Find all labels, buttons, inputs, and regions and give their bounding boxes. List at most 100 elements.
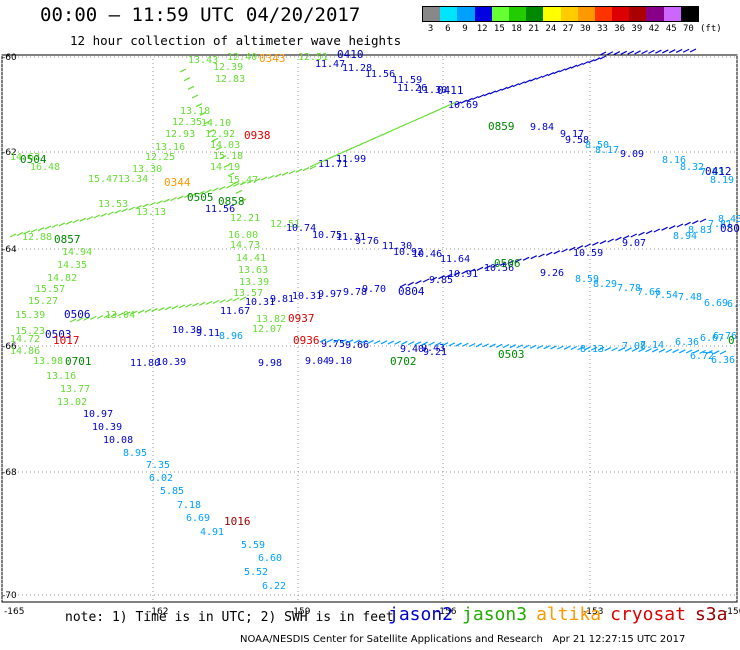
pass-time-label: 0505 [187, 191, 214, 204]
track-tick [205, 300, 213, 305]
track-tick [425, 112, 432, 117]
track-tick [599, 51, 607, 56]
swh-observation: 8.16 [662, 155, 686, 166]
track-tick [706, 350, 713, 355]
pass-time-label: 0412 [705, 165, 732, 178]
track-tick [142, 203, 149, 208]
track-tick [219, 299, 226, 304]
track-tick [227, 172, 235, 177]
swh-observation: 10.91 [448, 269, 478, 280]
swh-observation: 6.89 [727, 299, 740, 310]
track-tick [679, 349, 686, 354]
track-tick [501, 86, 508, 91]
wave-height-color-scale: 3 6 9 12 15 18 21 24 27 30 33 36 39 42 45 70 (ft) [422, 6, 722, 34]
lon-tick-label: -162 [148, 607, 168, 617]
track-tick [438, 275, 445, 280]
track-tick [346, 147, 353, 152]
track-tick [634, 50, 641, 55]
track-tick [547, 72, 555, 77]
footnote: note: 1) Time is in UTC; 2) SWH is in fe… [65, 610, 394, 625]
color-scale-label: 45 [665, 24, 677, 34]
track-tick [460, 99, 468, 104]
swh-observation: 16.00 [228, 230, 258, 241]
swh-observation: 15.47 [88, 174, 118, 185]
track-tick [407, 341, 415, 346]
track-tick [158, 307, 165, 312]
lon-tick-label: -165 [4, 607, 24, 617]
swh-observation: 10.46 [412, 249, 442, 260]
track-tick [215, 146, 223, 151]
track-tick [466, 97, 473, 102]
swh-observation: 9.11 [196, 328, 220, 339]
swh-observation: 13.16 [155, 142, 185, 153]
track-tick [346, 339, 354, 344]
lon-tick-label: -156 [436, 607, 457, 617]
track-tick [117, 312, 124, 317]
swh-observation: 9.43 [421, 343, 445, 354]
track-tick [543, 345, 550, 350]
track-tick [615, 236, 622, 241]
track-tick [597, 346, 605, 351]
track-tick [333, 338, 340, 343]
track-tick [128, 206, 135, 211]
track-tick [373, 340, 381, 345]
swh-observation: 9.07 [622, 238, 646, 249]
page-title: 00:00 – 11:59 UTC 04/20/2017 [40, 4, 361, 26]
swh-observation: 7.66 [637, 287, 661, 298]
track-tick [219, 155, 227, 160]
swh-observation: 6.36 [711, 355, 735, 366]
track-tick [672, 349, 679, 354]
swh-observation: 13.02 [57, 397, 87, 408]
track-tick [340, 339, 347, 344]
pass-time-label: 0857 [54, 233, 81, 246]
color-scale-label: 70 [682, 24, 694, 34]
track-tick [428, 341, 435, 346]
color-swatch [612, 7, 630, 21]
color-swatch [663, 7, 681, 21]
swh-observation: 14.63 [10, 152, 40, 163]
lon-tick-label: -159 [290, 607, 311, 617]
track-tick [79, 217, 87, 222]
track-tick [443, 104, 451, 109]
swh-observation: 14.72 [10, 334, 40, 345]
track-tick [156, 200, 163, 205]
swh-observation: 7.35 [146, 460, 170, 471]
pass-time-label: 0804 [398, 285, 425, 298]
track-tick [401, 123, 408, 128]
track-tick [360, 339, 367, 344]
track-tick [545, 251, 553, 256]
pass-time-label: 0503 [498, 348, 525, 361]
swh-observation: 7.83 [700, 167, 724, 178]
swh-observation: 9.84 [530, 122, 554, 133]
track-tick [96, 314, 104, 320]
track-tick [496, 343, 503, 348]
track-tick [107, 211, 114, 216]
track-tick [387, 340, 395, 345]
track-tick [530, 255, 538, 260]
pass-time-label: 0506 [64, 308, 91, 321]
lat-tick-label: -70 [2, 591, 17, 601]
swh-observation: 8.96 [219, 331, 243, 342]
swh-observation: 11.59 [392, 75, 422, 86]
track-tick [185, 303, 192, 308]
color-scale-label: 24 [545, 24, 557, 34]
color-swatch [560, 7, 578, 21]
swh-observation: 12.25 [145, 152, 175, 163]
track-tick [100, 212, 107, 217]
track-tick [191, 94, 199, 99]
pass-time-label: 0859 [488, 120, 515, 133]
dense-track-marks [69, 296, 247, 323]
track-tick [509, 344, 517, 349]
swh-observation: 12.51 [270, 219, 300, 230]
track-tick [665, 348, 673, 353]
dense-track-marks [599, 48, 697, 56]
track-tick [476, 266, 484, 271]
track-tick [489, 90, 497, 95]
track-tick [226, 184, 233, 189]
track-tick [90, 315, 97, 320]
swh-observation: 10.39 [92, 422, 122, 433]
swh-observation: 10.08 [103, 435, 133, 446]
color-scale-labels: 3 6 9 12 15 18 21 24 27 30 33 36 39 42 45 70 [422, 24, 699, 34]
color-swatch [594, 7, 613, 21]
track-tick [627, 50, 634, 55]
